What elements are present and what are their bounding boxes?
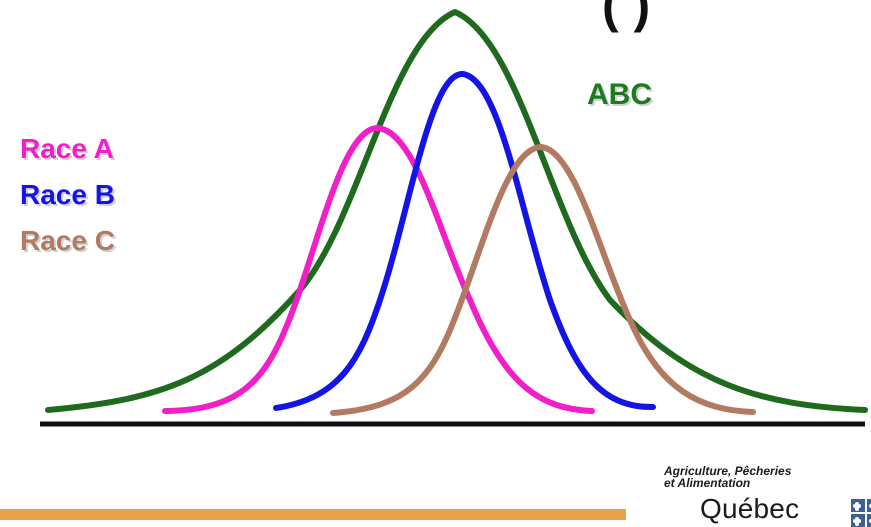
curve-race-c [330,144,756,416]
curve-race-b [273,70,656,411]
logo-ministry-line-1: Agriculture, Pêcheries [664,464,792,478]
footer-bar [0,509,626,520]
curve-race-a [162,125,595,414]
flag-cell-icon [851,514,865,527]
title-fragment: ( ) [602,0,651,33]
flag-cell-icon [867,514,871,527]
logo-wordmark: Québec [700,493,800,524]
quebec-logo: Agriculture, Pêcheries et Alimentation Q… [664,464,871,527]
flag-cell-icon [867,499,871,512]
legend-race-b: Race B [20,179,115,210]
curve-abc [45,9,868,413]
quebec-flag-icon [851,499,871,527]
legend: Race A Race B Race C [20,128,115,262]
legend-race-c: Race C [20,225,115,256]
logo-ministry-line-2: et Alimentation [664,476,751,490]
legend-race-a: Race A [20,133,114,164]
combined-label-abc: ABC [587,78,652,111]
flag-cell-icon [851,499,865,512]
